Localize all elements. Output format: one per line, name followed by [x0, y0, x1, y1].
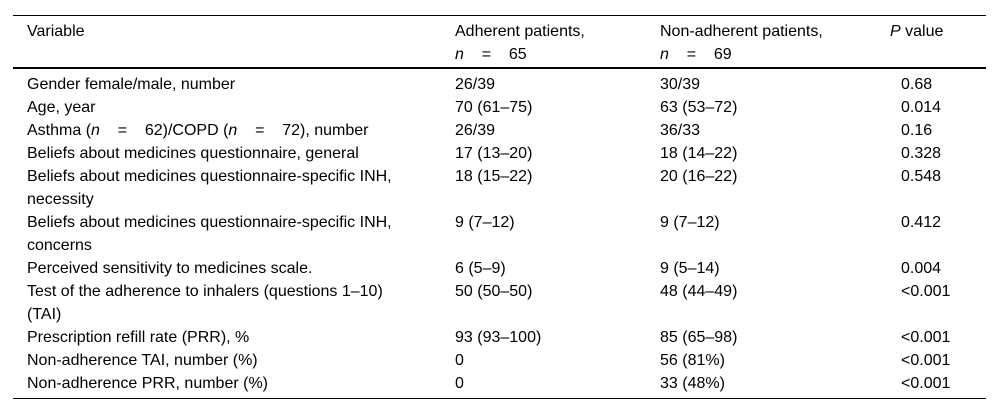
table-row-sensitivity-scale: Perceived sensitivity to medicines scale… — [13, 257, 986, 280]
adherent-value-cell: 26/39 — [455, 76, 496, 93]
table-row-nonadherence-tai: Non-adherence TAI, number (%) 0 56 (81%)… — [13, 349, 986, 372]
variable-cell: Beliefs about medicines questionnaire-sp… — [27, 214, 392, 254]
nonadherent-value-cell: 85 (65–98) — [660, 329, 738, 346]
nonadherent-value-cell: 18 (14–22) — [660, 145, 738, 162]
p-value-cell: <0.001 — [901, 352, 951, 369]
adherent-value-cell: 18 (15–22) — [455, 168, 533, 185]
header-adherent-patients: Adherent patients, n = 65 — [455, 15, 660, 69]
p-value-cell: 0.328 — [901, 145, 942, 162]
p-value-cell: 0.412 — [901, 214, 942, 231]
adherent-value-cell: 6 (5–9) — [455, 260, 506, 277]
nonadherent-value-cell: 9 (7–12) — [660, 214, 720, 231]
p-value-cell: 0.004 — [901, 260, 942, 277]
table-body: Gender female/male, number 26/39 30/39 0… — [13, 68, 986, 399]
nonadherent-value-cell: 20 (16–22) — [660, 168, 738, 185]
variable-cell: Perceived sensitivity to medicines scale… — [27, 260, 313, 277]
table-row-gender: Gender female/male, number 26/39 30/39 0… — [13, 68, 986, 96]
patient-comparison-table-wrap: Variable Adherent patients, n = 65 Non-a… — [13, 15, 986, 399]
table-row-age: Age, year 70 (61–75) 63 (53–72) 0.014 — [13, 96, 986, 119]
variable-cell: Age, year — [27, 99, 96, 116]
variable-cell: Beliefs about medicines questionnaire, g… — [27, 145, 359, 162]
table-row-bmq-general: Beliefs about medicines questionnaire, g… — [13, 142, 986, 165]
nonadherent-value-cell: 33 (48%) — [660, 375, 725, 392]
adherent-value-cell: 0 — [455, 375, 464, 392]
p-value-cell: 0.014 — [901, 99, 942, 116]
p-value-cell: <0.001 — [901, 375, 951, 392]
table-row-bmq-necessity: Beliefs about medicines questionnaire-sp… — [13, 165, 986, 211]
table-row-nonadherence-prr: Non-adherence PRR, number (%) 0 33 (48%)… — [13, 372, 986, 399]
variable-cell: Gender female/male, number — [27, 76, 236, 93]
variable-cell: Asthma (n = 62)/COPD (n = 72), number — [27, 122, 369, 139]
nonadherent-value-cell: 48 (44–49) — [660, 283, 738, 300]
table-row-prr: Prescription refill rate (PRR), % 93 (93… — [13, 326, 986, 349]
adherent-value-cell: 50 (50–50) — [455, 283, 533, 300]
nonadherent-value-cell: 63 (53–72) — [660, 99, 738, 116]
nonadherent-value-cell: 30/39 — [660, 76, 701, 93]
adherent-value-cell: 0 — [455, 352, 464, 369]
header-p-value: P value — [890, 15, 986, 69]
variable-cell: Non-adherence PRR, number (%) — [27, 375, 268, 392]
header-row: Variable Adherent patients, n = 65 Non-a… — [13, 15, 986, 69]
table-row-bmq-concerns: Beliefs about medicines questionnaire-sp… — [13, 211, 986, 257]
p-value-cell: <0.001 — [901, 283, 951, 300]
p-value-cell: 0.548 — [901, 168, 942, 185]
header-nonadherent-patients: Non-adherent patients, n = 69 — [660, 15, 890, 69]
nonadherent-value-cell: 36/33 — [660, 122, 701, 139]
adherent-value-cell: 17 (13–20) — [455, 145, 533, 162]
variable-cell: Test of the adherence to inhalers (quest… — [27, 283, 383, 323]
p-value-cell: 0.68 — [901, 76, 933, 93]
adherent-value-cell: 93 (93–100) — [455, 329, 542, 346]
nonadherent-value-cell: 56 (81%) — [660, 352, 725, 369]
table-row-tai: Test of the adherence to inhalers (quest… — [13, 280, 986, 326]
p-value-cell: 0.16 — [901, 122, 933, 139]
adherent-value-cell: 26/39 — [455, 122, 496, 139]
table-header: Variable Adherent patients, n = 65 Non-a… — [13, 15, 986, 69]
nonadherent-value-cell: 9 (5–14) — [660, 260, 720, 277]
variable-cell: Beliefs about medicines questionnaire-sp… — [27, 168, 392, 208]
variable-cell: Non-adherence TAI, number (%) — [27, 352, 258, 369]
patient-comparison-table: Variable Adherent patients, n = 65 Non-a… — [13, 15, 986, 399]
p-value-cell: <0.001 — [901, 329, 951, 346]
header-variable: Variable — [13, 15, 455, 69]
adherent-value-cell: 9 (7–12) — [455, 214, 515, 231]
variable-cell: Prescription refill rate (PRR), % — [27, 329, 250, 346]
table-row-asthma-copd: Asthma (n = 62)/COPD (n = 72), number 26… — [13, 119, 986, 142]
adherent-value-cell: 70 (61–75) — [455, 99, 533, 116]
